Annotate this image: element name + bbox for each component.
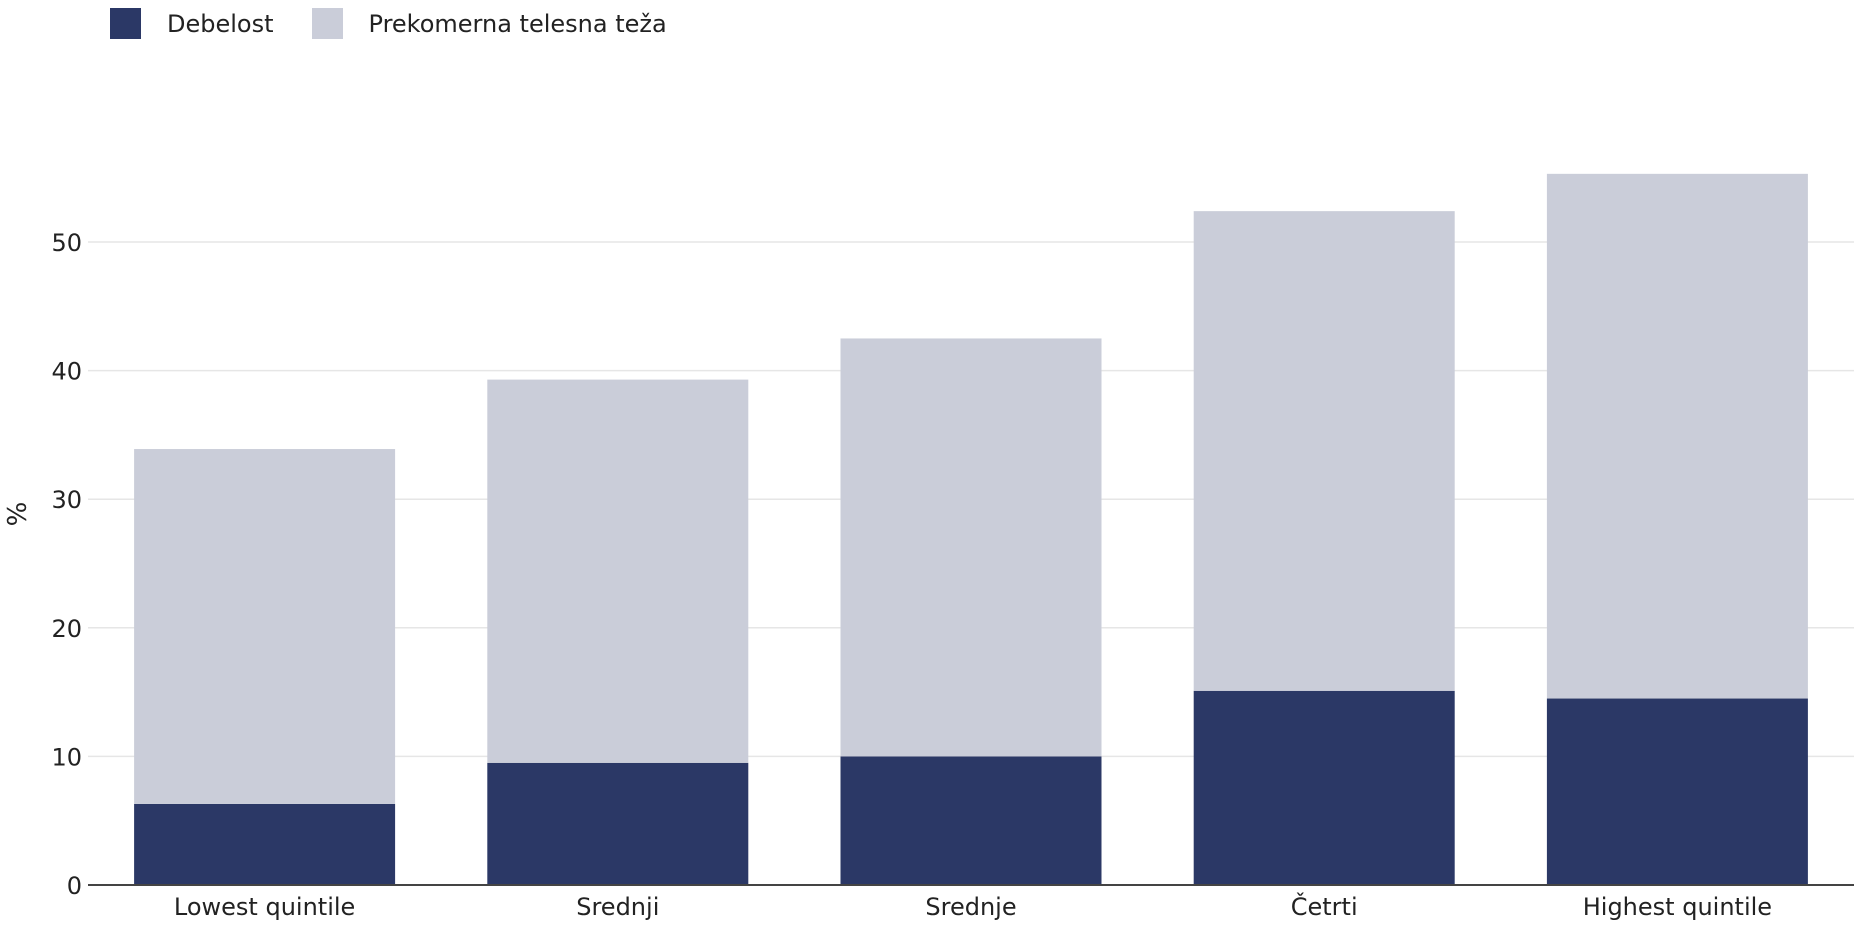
legend-swatch-debelost xyxy=(110,8,141,39)
bar-prekomerna-1[interactable] xyxy=(487,379,749,763)
legend-swatch-prekomerna xyxy=(311,8,343,39)
bar-prekomerna-4[interactable] xyxy=(1546,173,1808,699)
legend-item-debelost[interactable]: Debelost xyxy=(110,8,274,39)
bar-debelost-1[interactable] xyxy=(487,762,749,885)
y-tick-label-0: 0 xyxy=(67,872,82,900)
bar-prekomerna-2[interactable] xyxy=(840,338,1102,757)
axis-layer: 0 10 20 30 40 50 Lowest quintile Srednji Srednje… xyxy=(51,229,1854,921)
x-tick-label-4: Highest quintile xyxy=(1583,893,1772,921)
legend: Debelost Prekomerna telesna teža xyxy=(110,8,667,39)
bar-debelost-4[interactable] xyxy=(1546,698,1808,885)
bar-prekomerna-3[interactable] xyxy=(1193,211,1455,691)
bar-debelost-2[interactable] xyxy=(840,756,1102,885)
bars-layer xyxy=(134,173,1808,885)
x-tick-label-0: Lowest quintile xyxy=(174,893,355,921)
bar-debelost-3[interactable] xyxy=(1193,690,1455,885)
x-tick-label-2: Srednje xyxy=(925,893,1016,921)
bar-debelost-0[interactable] xyxy=(134,803,396,885)
y-tick-label-50: 50 xyxy=(51,229,82,257)
y-tick-label-20: 20 xyxy=(51,615,82,643)
y-tick-label-30: 30 xyxy=(51,486,82,514)
legend-label-prekomerna: Prekomerna telesna teža xyxy=(368,9,667,38)
y-axis-label: % xyxy=(3,502,33,527)
legend-label-debelost: Debelost xyxy=(167,9,274,38)
bar-prekomerna-0[interactable] xyxy=(134,449,396,804)
x-tick-label-1: Srednji xyxy=(576,893,659,921)
x-tick-label-3: Četrti xyxy=(1291,891,1358,921)
legend-item-prekomerna[interactable]: Prekomerna telesna teža xyxy=(311,8,667,39)
y-tick-label-40: 40 xyxy=(51,358,82,386)
y-tick-label-10: 10 xyxy=(51,743,82,771)
